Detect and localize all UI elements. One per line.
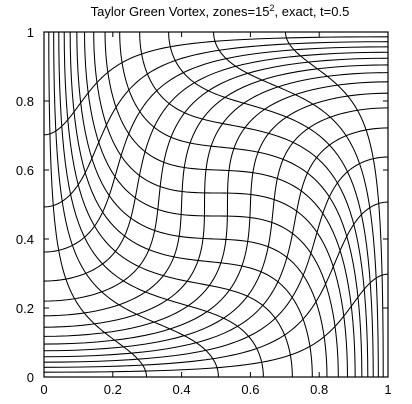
mesh-line-i [53, 31, 219, 378]
mesh-line-j [43, 64, 389, 317]
y-tick-label: 0.4 [16, 232, 34, 247]
mesh-line-i [139, 31, 369, 378]
mesh-line-i [168, 31, 374, 378]
chart-title: Taylor Green Vortex, zones=152, exact, t… [91, 3, 350, 19]
mesh-line-i [63, 31, 293, 378]
y-tick-label: 0 [27, 370, 34, 385]
x-tick-label: 0.6 [241, 382, 259, 397]
mesh-line-i [48, 31, 148, 378]
mesh-line-j [43, 81, 389, 337]
mesh-line-j [43, 72, 389, 328]
mesh-line-j [43, 46, 389, 253]
mesh-line-i [213, 31, 379, 378]
x-tick-label: 1 [384, 382, 391, 397]
x-tick-label: 0.2 [104, 382, 122, 397]
mesh-line-i [69, 31, 313, 378]
mesh-line-i [76, 31, 328, 378]
mesh-line-j [43, 156, 389, 363]
mesh-line-j [43, 41, 389, 208]
chart-title-superscript: 2 [270, 3, 275, 13]
x-tick-label: 0.4 [173, 382, 191, 397]
y-tick-label: 0.6 [16, 163, 34, 178]
x-tick-label: 0.8 [310, 382, 328, 397]
chart-title-suffix: , exact, t=0.5 [275, 4, 350, 19]
mesh-line-j [43, 201, 389, 368]
plot-frame [43, 31, 389, 378]
mesh-line-j [43, 92, 389, 345]
mesh-line-i [83, 31, 339, 378]
axis-tick-labels: 0 0.2 0.4 0.6 0.8 1 0 0.2 0.4 0.6 0.8 1 [16, 25, 392, 397]
mesh-line-j [43, 107, 389, 352]
mesh-line-i [284, 31, 384, 378]
mesh-line-i [104, 31, 356, 378]
mesh-line-j [43, 57, 389, 302]
y-tick-label: 0.2 [16, 301, 34, 316]
mesh-line-j [43, 273, 389, 373]
mesh-line-i [93, 31, 349, 378]
mesh-line-i [58, 31, 264, 378]
y-tick-label: 0.8 [16, 94, 34, 109]
mesh-line-j [43, 51, 389, 282]
y-tick-label: 1 [27, 25, 34, 40]
mesh-line-j [43, 36, 389, 136]
mesh-line-i [119, 31, 363, 378]
chart-title-prefix: Taylor Green Vortex, zones=15 [91, 4, 270, 19]
x-tick-label: 0 [40, 382, 47, 397]
mesh-lines [43, 31, 389, 378]
mesh-line-j [43, 127, 389, 358]
